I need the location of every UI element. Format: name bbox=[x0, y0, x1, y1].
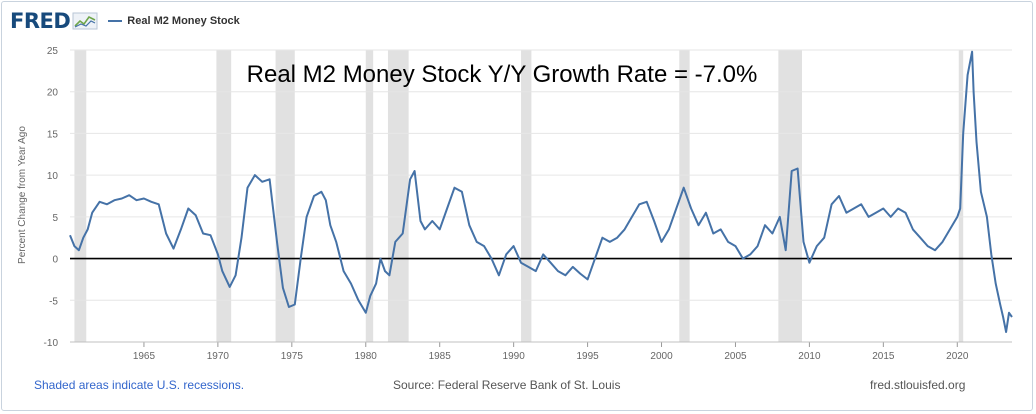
series-line-real-m2 bbox=[69, 50, 1013, 333]
fred-graph-icon bbox=[72, 12, 98, 30]
recession-band-1 bbox=[216, 50, 232, 342]
x-tick-label: 2005 bbox=[724, 351, 747, 362]
chart-title: Real M2 Money Stock Y/Y Growth Rate = -7… bbox=[247, 61, 758, 88]
site-url[interactable]: fred.stlouisfed.org bbox=[870, 378, 966, 392]
legend-swatch bbox=[108, 20, 123, 22]
legend-label: Real M2 Money Stock bbox=[127, 15, 240, 27]
source-note: Source: Federal Reserve Bank of St. Loui… bbox=[393, 378, 621, 392]
x-tick-label: 1990 bbox=[503, 351, 526, 362]
y-tick-label: 15 bbox=[47, 129, 59, 140]
x-tick-label: 1975 bbox=[281, 351, 304, 362]
fred-logo[interactable]: FRED bbox=[10, 9, 71, 33]
recessions-note-link[interactable]: Shaded areas indicate U.S. recessions. bbox=[34, 378, 245, 392]
x-tick-label: 1965 bbox=[133, 351, 156, 362]
x-tick-label: 1970 bbox=[207, 351, 230, 362]
x-tick-label: 1985 bbox=[429, 351, 452, 362]
x-tick-label: 1980 bbox=[355, 351, 378, 362]
y-axis-label: Percent Change from Year Ago bbox=[17, 126, 28, 264]
recession-band-0 bbox=[74, 50, 87, 342]
recession-band-4 bbox=[387, 50, 409, 342]
x-tick-label: 1995 bbox=[576, 351, 599, 362]
x-tick-label: 2020 bbox=[946, 351, 969, 362]
y-tick-label: 0 bbox=[52, 255, 58, 266]
y-tick-label: -5 bbox=[49, 296, 58, 307]
x-tick-label: 2015 bbox=[872, 351, 895, 362]
x-tick-label: 2000 bbox=[650, 351, 673, 362]
y-tick-label: 20 bbox=[47, 88, 59, 99]
y-tick-label: 5 bbox=[52, 213, 58, 224]
recession-band-3 bbox=[365, 50, 374, 342]
chart-header: FRED Real M2 Money Stock bbox=[10, 8, 240, 34]
recession-band-6 bbox=[679, 50, 690, 342]
y-tick-label: 25 bbox=[47, 46, 59, 57]
x-tick-label: 2010 bbox=[798, 351, 821, 362]
y-tick-label: -10 bbox=[44, 338, 59, 349]
recession-band-5 bbox=[521, 50, 532, 342]
y-tick-label: 10 bbox=[47, 171, 59, 182]
